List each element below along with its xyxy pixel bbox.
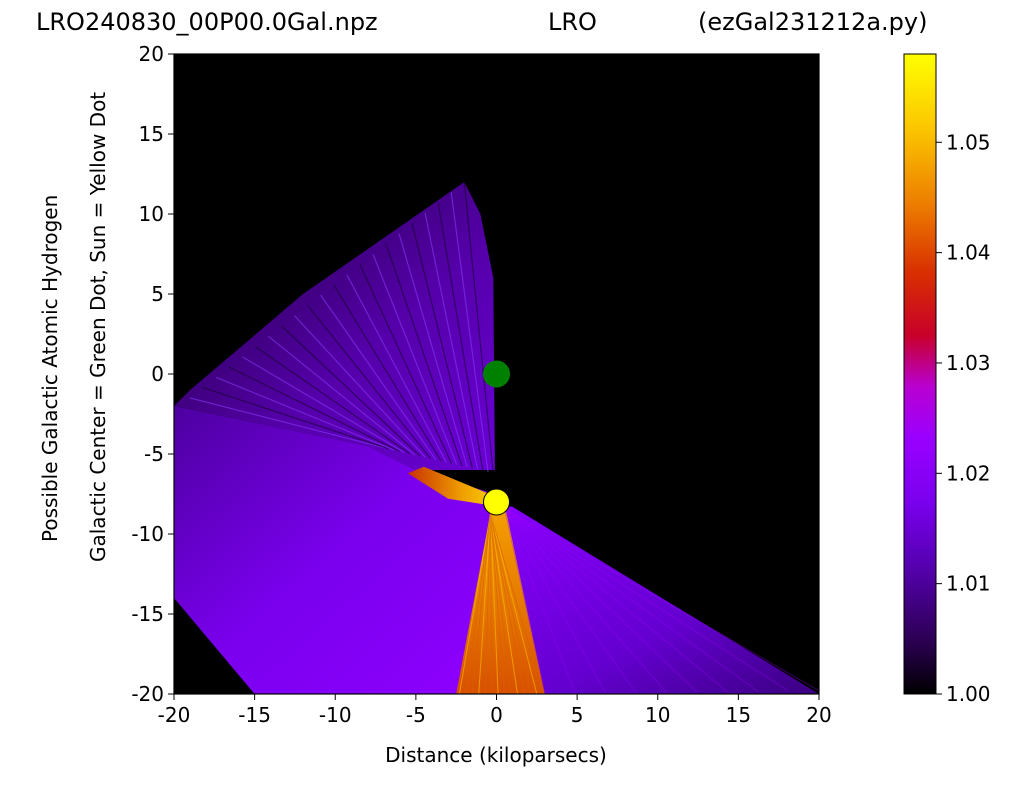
streak-upper-10 bbox=[320, 294, 437, 461]
galactic-center-marker bbox=[483, 360, 510, 388]
streak-upper-11 bbox=[333, 284, 442, 462]
sun-marker bbox=[483, 488, 510, 516]
streak-spike-1 bbox=[465, 506, 492, 694]
colorbar-tick-label: 1.00 bbox=[946, 682, 991, 706]
streak-upper-17 bbox=[411, 222, 473, 469]
heatmap-region-4 bbox=[407, 466, 500, 507]
streak-right-1 bbox=[504, 508, 576, 694]
streak-upper-8 bbox=[294, 315, 426, 458]
colorbar bbox=[903, 53, 937, 695]
streak-spike-10 bbox=[488, 506, 525, 694]
colorbar-ticks: 1.00 1.01 1.02 1.03 1.04 1.05 bbox=[936, 130, 991, 706]
streak-spike-0 bbox=[458, 506, 493, 694]
x-tick-label: 15 bbox=[726, 703, 751, 727]
streak-upper-5 bbox=[255, 346, 411, 455]
streak-spike-3 bbox=[478, 506, 492, 694]
streak-right-3 bbox=[504, 508, 637, 694]
streak-spike-9 bbox=[488, 506, 518, 694]
heatmap-streaks bbox=[189, 181, 819, 694]
y-tick-label: 5 bbox=[151, 282, 164, 306]
streak-upper-9 bbox=[307, 305, 432, 459]
colorbar-tick-label: 1.04 bbox=[946, 241, 991, 265]
streak-upper-14 bbox=[372, 253, 458, 465]
y-tick-label: -20 bbox=[131, 682, 164, 706]
x-axis-label: Distance (kiloparsecs) bbox=[385, 743, 607, 767]
x-tick-label: 0 bbox=[490, 703, 503, 727]
streak-upper-6 bbox=[268, 335, 416, 456]
y-tick-label: 0 bbox=[151, 362, 164, 386]
x-tick-label: -20 bbox=[158, 703, 191, 727]
streak-upper-3 bbox=[229, 366, 400, 452]
streak-upper-16 bbox=[398, 233, 468, 468]
streak-upper-4 bbox=[242, 356, 405, 453]
streak-upper-13 bbox=[359, 264, 453, 464]
x-tick-label: 20 bbox=[806, 703, 831, 727]
streak-upper-2 bbox=[216, 376, 395, 451]
streak-upper-7 bbox=[281, 325, 421, 457]
y-tick-label: -15 bbox=[131, 602, 164, 626]
streak-right-6 bbox=[504, 508, 728, 693]
colorbar-tick-label: 1.03 bbox=[946, 351, 991, 375]
streak-spike-4 bbox=[484, 506, 492, 694]
markers bbox=[483, 360, 510, 516]
x-tick-label: 10 bbox=[645, 703, 670, 727]
streak-right-5 bbox=[504, 508, 698, 693]
y-axis-ticks: 20 15 10 5 0 -5 -10 -15 -20 bbox=[131, 42, 174, 706]
streak-spike-7 bbox=[489, 506, 506, 694]
y-tick-label: 15 bbox=[139, 122, 164, 146]
streak-spike-12 bbox=[488, 506, 538, 694]
streak-right-2 bbox=[504, 508, 607, 694]
streak-spike-13 bbox=[487, 506, 544, 694]
streak-right-0 bbox=[504, 508, 546, 694]
heatmap-region-2 bbox=[480, 505, 819, 694]
streak-spike-6 bbox=[489, 506, 499, 694]
chart-title-center: LRO bbox=[548, 8, 597, 36]
streak-spike-11 bbox=[488, 506, 531, 694]
x-tick-label: 5 bbox=[571, 703, 584, 727]
x-axis-ticks: -20 -15 -10 -5 0 5 10 15 20 bbox=[158, 694, 832, 727]
streak-upper-20 bbox=[450, 192, 489, 473]
streak-upper-18 bbox=[424, 212, 479, 470]
streak-upper-21 bbox=[463, 181, 494, 474]
streak-right-9 bbox=[504, 507, 819, 692]
y-tick-label: -5 bbox=[144, 442, 164, 466]
x-tick-label: -5 bbox=[406, 703, 426, 727]
streak-spike-2 bbox=[471, 506, 492, 694]
streak-right-4 bbox=[504, 508, 668, 693]
colorbar-tick-label: 1.05 bbox=[946, 130, 991, 154]
y-tick-label: 10 bbox=[139, 202, 164, 226]
streak-right-8 bbox=[504, 507, 789, 692]
x-tick-label: -10 bbox=[319, 703, 352, 727]
x-tick-label: -15 bbox=[238, 703, 271, 727]
y-tick-label: 20 bbox=[139, 42, 164, 66]
streak-upper-1 bbox=[202, 387, 390, 450]
y-tick-label: -10 bbox=[131, 522, 164, 546]
streak-right-7 bbox=[504, 507, 759, 692]
heatmap-region-0 bbox=[174, 182, 495, 470]
streak-spike-8 bbox=[489, 506, 512, 694]
streak-upper-0 bbox=[189, 397, 384, 449]
colorbar-tick-label: 1.02 bbox=[946, 461, 991, 485]
colorbar-tick-label: 1.01 bbox=[946, 572, 991, 596]
streak-upper-19 bbox=[437, 202, 484, 471]
streak-upper-15 bbox=[385, 243, 463, 467]
chart-title-left: LRO240830_00P00.0Gal.npz bbox=[36, 8, 378, 36]
streak-upper-12 bbox=[346, 274, 447, 463]
streak-spike-5 bbox=[489, 506, 493, 694]
chart-title-right: (ezGal231212a.py) bbox=[698, 8, 928, 36]
heatmap-regions bbox=[174, 182, 819, 694]
